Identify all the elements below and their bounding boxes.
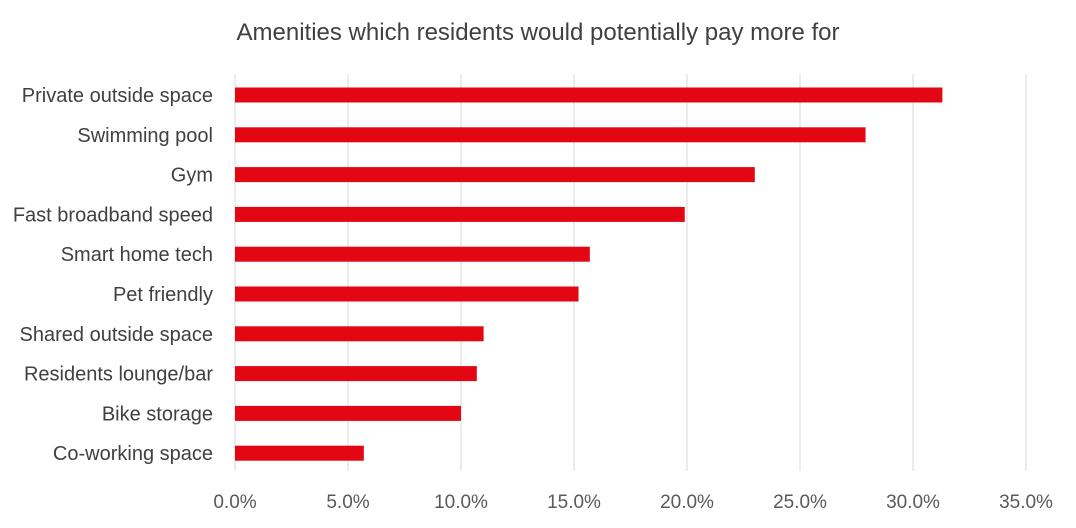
bar <box>235 87 943 103</box>
bar <box>235 167 755 183</box>
x-tick-label: 35.0% <box>999 492 1053 513</box>
bar <box>235 286 579 302</box>
x-tick-label: 20.0% <box>660 492 714 513</box>
category-label: Co-working space <box>53 443 213 465</box>
x-axis-tick-labels: 0.0% 5.0% 10.0% 15.0% 20.0% 25.0% 30.0% 35.0% <box>213 492 1053 513</box>
category-label: Smart home tech <box>61 244 213 266</box>
category-label: Swimming pool <box>77 125 213 147</box>
x-tick-label: 10.0% <box>434 492 488 513</box>
category-label: Private outside space <box>22 85 213 107</box>
bar <box>235 445 364 461</box>
bar <box>235 127 866 143</box>
category-label: Fast broadband speed <box>13 204 213 226</box>
category-labels: Private outside space Swimming pool Gym Fas… <box>13 85 213 465</box>
x-tick-label: 15.0% <box>547 492 601 513</box>
category-label: Pet friendly <box>113 284 213 306</box>
chart-title: Amenities which residents would potentia… <box>237 19 840 46</box>
x-tick-label: 25.0% <box>773 492 827 513</box>
bar <box>235 366 477 382</box>
bar <box>235 326 484 342</box>
category-label: Residents lounge/bar <box>24 364 213 386</box>
bars <box>235 87 943 461</box>
x-tick-label: 30.0% <box>886 492 940 513</box>
category-label: Bike storage <box>102 403 213 425</box>
bar <box>235 206 685 222</box>
bar <box>235 246 590 262</box>
category-label: Shared outside space <box>20 324 213 346</box>
x-tick-label: 0.0% <box>213 492 256 513</box>
category-label: Gym <box>171 165 213 187</box>
x-tick-label: 5.0% <box>326 492 369 513</box>
bar <box>235 405 461 421</box>
